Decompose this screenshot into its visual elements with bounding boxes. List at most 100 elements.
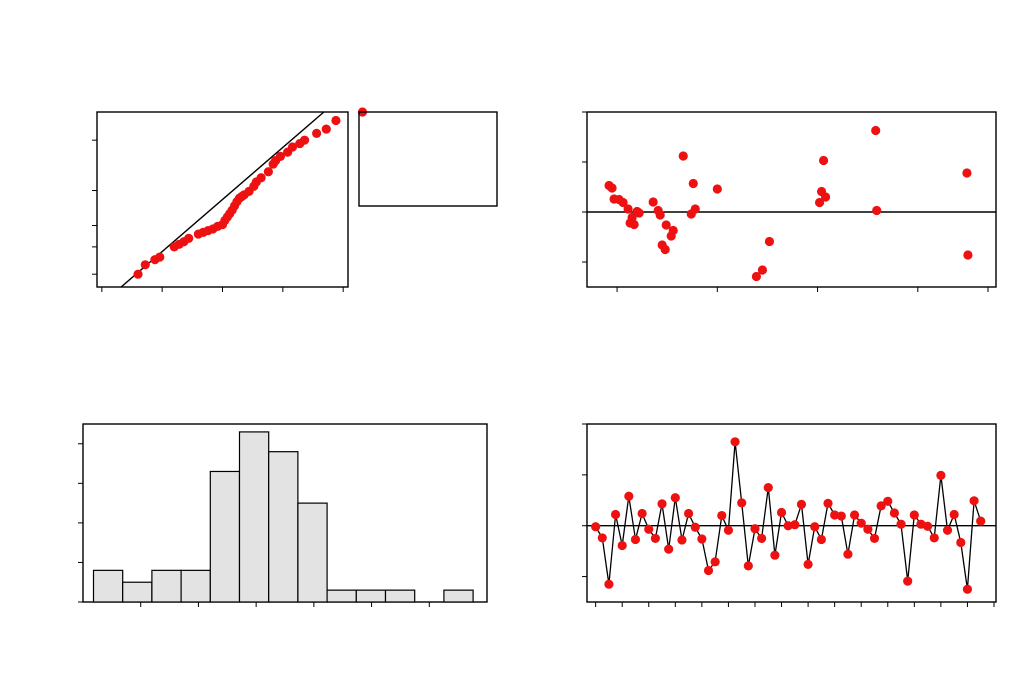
data-point <box>956 537 966 548</box>
data-point <box>670 493 680 503</box>
data-point <box>275 151 286 161</box>
data-point <box>849 510 860 520</box>
histogram-bar <box>151 569 182 603</box>
data-point <box>816 534 826 545</box>
data-point <box>637 508 647 519</box>
data-point <box>657 499 667 509</box>
data-point <box>836 511 846 521</box>
data-point <box>776 507 787 518</box>
data-point <box>823 498 833 508</box>
data-point <box>717 510 727 521</box>
data-point <box>287 142 298 152</box>
data-point <box>604 579 614 589</box>
data-point <box>688 178 698 189</box>
data-point <box>723 525 734 535</box>
residual-order-line <box>595 441 982 590</box>
data-point <box>677 535 687 545</box>
legend-box <box>358 111 498 207</box>
residuals-vs-order-plot <box>582 423 997 607</box>
data-point <box>962 584 973 594</box>
data-point <box>331 115 341 126</box>
data-point <box>140 260 150 270</box>
histogram-bar <box>297 502 328 603</box>
data-point <box>133 269 143 279</box>
histogram-bar <box>122 581 153 603</box>
data-point <box>661 220 671 230</box>
data-point <box>703 565 714 576</box>
data-point <box>683 508 694 519</box>
data-point <box>872 205 882 216</box>
data-point <box>664 544 674 554</box>
data-point <box>909 510 919 520</box>
data-point <box>730 437 740 447</box>
data-point <box>750 524 760 534</box>
data-point <box>963 250 973 260</box>
data-point <box>630 534 641 545</box>
data-point <box>655 210 665 220</box>
data-point <box>751 271 762 282</box>
data-point <box>660 244 670 255</box>
data-point <box>712 184 722 194</box>
histogram-bar <box>92 569 124 603</box>
data-point <box>763 482 773 493</box>
data-point <box>876 501 886 511</box>
histogram-bar <box>355 589 387 603</box>
data-point <box>299 135 310 145</box>
data-point <box>903 576 913 586</box>
histogram-bar <box>384 589 416 603</box>
histogram-bar <box>180 569 211 603</box>
data-point <box>869 533 880 544</box>
data-point <box>929 533 939 543</box>
data-point <box>617 540 627 551</box>
data-point <box>690 522 700 532</box>
normal-probability-plot <box>92 107 498 292</box>
data-point <box>624 491 634 501</box>
data-point <box>697 534 707 544</box>
data-point <box>690 204 700 214</box>
data-point <box>610 509 621 520</box>
data-point <box>597 533 607 543</box>
plot-frame <box>586 423 997 603</box>
data-point <box>184 233 194 243</box>
data-point <box>629 219 639 230</box>
data-point <box>814 197 825 208</box>
data-point <box>923 521 933 531</box>
plot-frame <box>586 111 997 288</box>
data-point <box>871 125 881 136</box>
data-point <box>949 509 959 520</box>
data-point <box>942 525 953 535</box>
data-point <box>810 522 820 532</box>
data-point <box>856 518 866 528</box>
data-point <box>764 236 775 247</box>
data-point <box>634 208 644 218</box>
data-point <box>757 533 767 544</box>
residual-histogram <box>78 423 488 607</box>
data-point <box>678 151 688 161</box>
data-point <box>790 520 800 530</box>
data-point <box>607 183 617 193</box>
data-point <box>962 168 972 178</box>
data-point <box>321 124 331 134</box>
data-point <box>312 128 322 138</box>
data-point <box>668 225 678 236</box>
residuals-vs-fits-plot <box>582 111 997 292</box>
data-point <box>818 155 829 166</box>
data-point <box>843 549 853 559</box>
data-point <box>623 204 633 214</box>
histogram-bar <box>443 589 474 603</box>
data-point <box>863 524 873 534</box>
data-point <box>803 559 813 569</box>
data-point <box>743 561 753 571</box>
data-point <box>650 533 660 544</box>
data-point <box>256 173 266 183</box>
histogram-bar <box>326 589 357 603</box>
data-point <box>936 470 946 480</box>
data-point <box>889 508 900 518</box>
histogram-bar <box>238 431 270 603</box>
data-point <box>737 498 747 508</box>
data-point <box>710 557 720 567</box>
data-point <box>820 192 831 202</box>
data-point <box>618 197 628 208</box>
